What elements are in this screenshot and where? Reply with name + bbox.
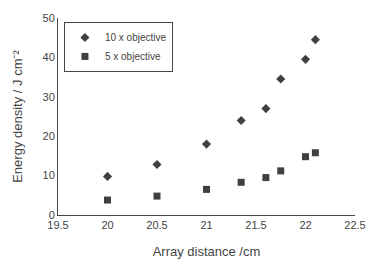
svg-text:50: 50 xyxy=(43,12,55,24)
svg-text:22.5: 22.5 xyxy=(344,219,365,231)
svg-text:20: 20 xyxy=(43,130,55,142)
svg-text:0: 0 xyxy=(49,209,55,221)
svg-text:10 x objective: 10 x objective xyxy=(105,32,167,43)
svg-text:19.5: 19.5 xyxy=(47,219,68,231)
svg-text:40: 40 xyxy=(43,51,55,63)
svg-text:Energy density / J cm⁻²: Energy density / J cm⁻² xyxy=(10,50,25,183)
svg-text:10: 10 xyxy=(43,169,55,181)
svg-text:5 x objective: 5 x objective xyxy=(105,51,161,62)
svg-text:21.5: 21.5 xyxy=(245,219,266,231)
svg-text:20: 20 xyxy=(101,219,113,231)
svg-text:22: 22 xyxy=(299,219,311,231)
svg-text:21: 21 xyxy=(200,219,212,231)
svg-text:30: 30 xyxy=(43,91,55,103)
svg-text:Array distance /cm: Array distance /cm xyxy=(153,244,261,259)
svg-text:20.5: 20.5 xyxy=(146,219,167,231)
